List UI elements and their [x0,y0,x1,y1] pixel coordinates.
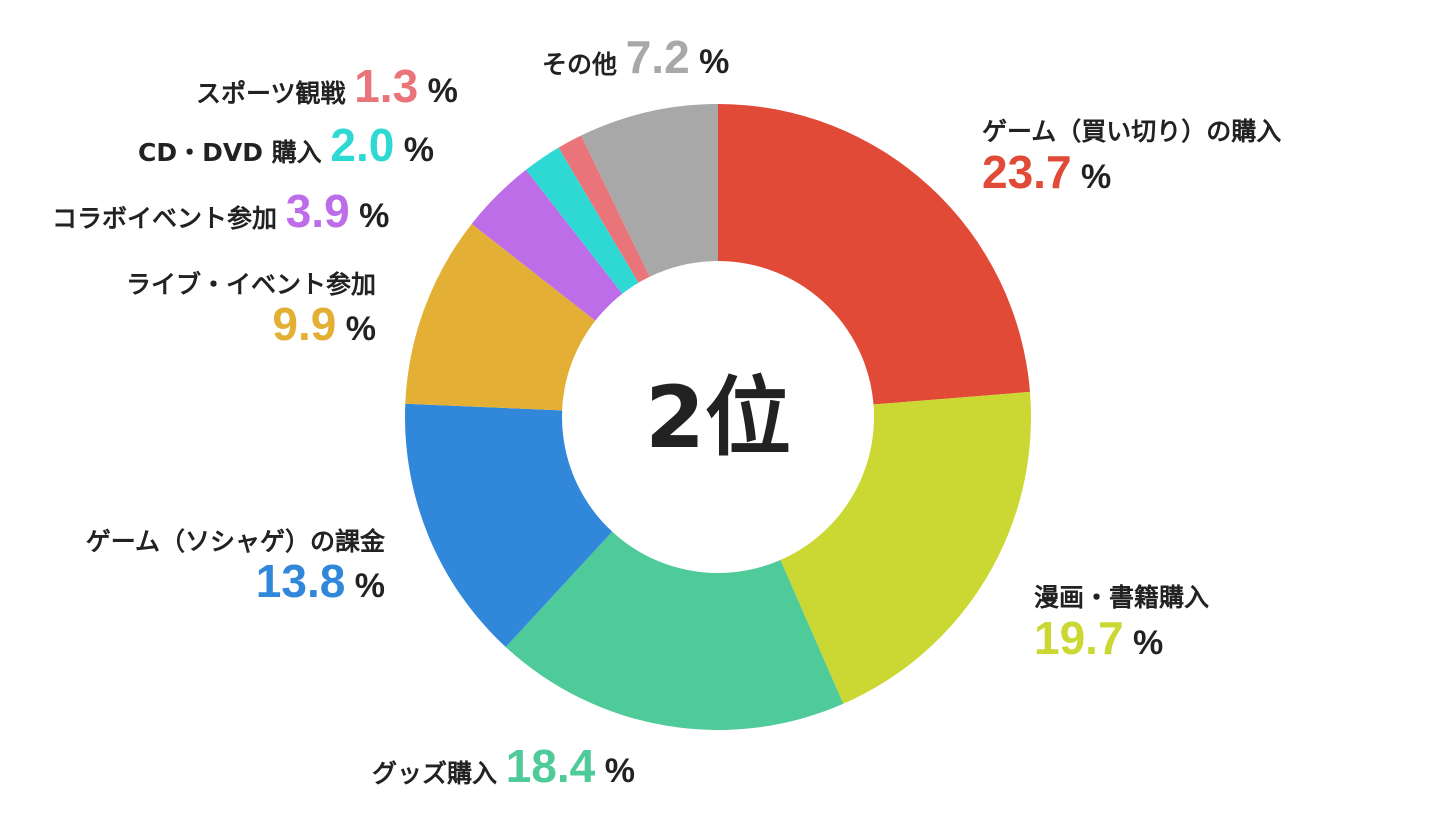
slice-value-7: 2.0 [330,119,394,171]
slice-label-9: その他 [542,50,626,79]
slice-label-group-7: CD・DVD 購入 2.0 % [138,119,434,171]
slice-unit-7: % [394,131,434,169]
slice-label-group-3: グッズ購入 18.4 % [372,740,635,792]
slice-value-5: 9.9 [272,298,336,350]
center-label: 2位 [645,368,791,468]
slice-unit-8: % [418,72,458,110]
slice-label-group-6: コラボイベント参加 3.9 % [52,185,389,237]
slice-label-3: グッズ購入 [372,759,506,788]
slice-label-6: コラボイベント参加 [52,204,286,233]
slice-value-1: 23.7 [982,146,1072,198]
slice-value-6: 3.9 [286,185,350,237]
slice-unit-6: % [350,197,390,235]
slice-unit-9: % [690,43,730,81]
pie-slice-3 [505,417,844,730]
slice-label-8: スポーツ観戦 [196,79,354,108]
slice-label-5: ライブ・イベント参加 [126,270,376,299]
slice-unit-5: % [336,310,376,348]
slice-value-4: 13.8 [256,555,346,607]
slice-value-group-4: 13.8 % [256,555,385,607]
slice-label-1: ゲーム（買い切り）の購入 [982,117,1281,146]
slice-value-group-5: 9.9 % [272,298,376,350]
slice-label-7: CD・DVD 購入 [138,138,330,167]
slice-value-9: 7.2 [626,31,690,83]
slice-unit-3: % [595,752,635,790]
slice-value-2: 19.7 [1034,612,1124,664]
slice-label-2: 漫画・書籍購入 [1034,583,1209,612]
slice-value-group-1: 23.7 % [982,146,1111,198]
slice-label-group-8: スポーツ観戦 1.3 % [196,60,458,112]
donut-hole [562,261,874,573]
slice-value-3: 18.4 [506,740,596,792]
slice-unit-1: % [1072,158,1112,196]
slice-value-group-2: 19.7 % [1034,612,1163,664]
slice-label-group-9: その他 7.2 % [542,31,729,83]
slice-unit-4: % [345,567,385,605]
slice-value-8: 1.3 [354,60,418,112]
slice-unit-2: % [1124,624,1164,662]
slice-label-4: ゲーム（ソシャゲ）の課金 [86,527,386,556]
